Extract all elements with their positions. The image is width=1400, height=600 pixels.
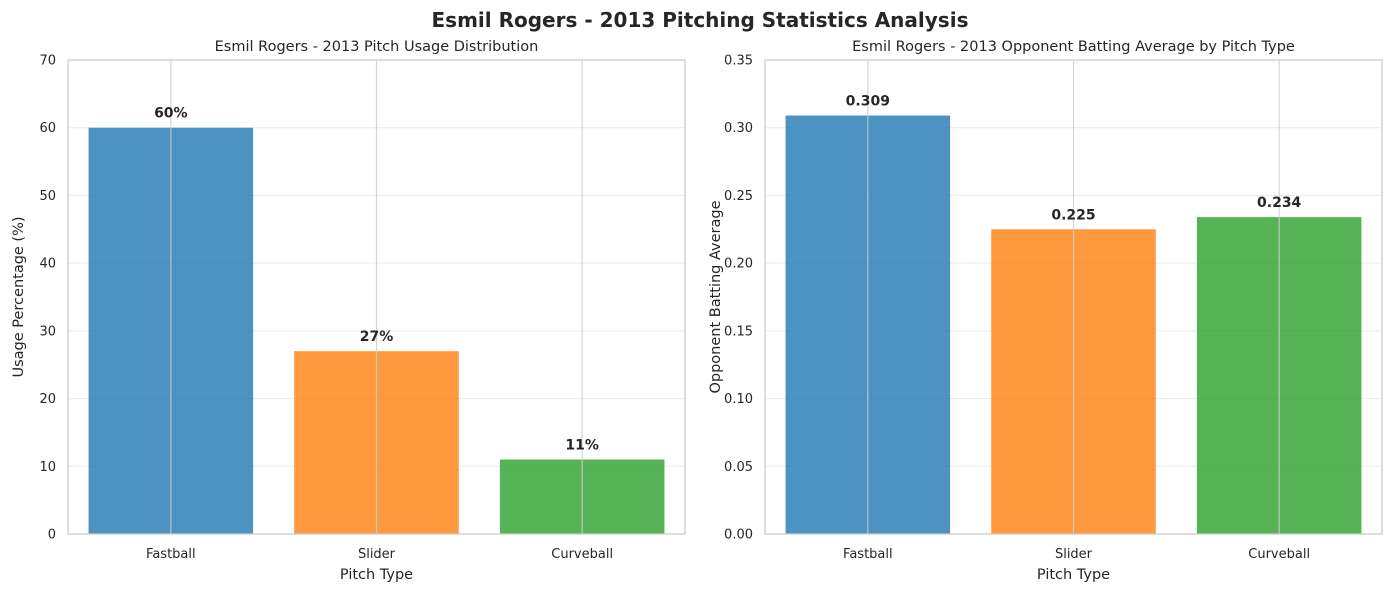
y-tick-label: 0.20 (724, 257, 753, 272)
y-axis-label: Opponent Batting Average (708, 200, 724, 393)
data-label: 60% (154, 106, 188, 122)
data-label: 0.234 (1257, 195, 1302, 211)
x-tick-label: Fastball (843, 547, 893, 562)
y-tick-label: 0.30 (724, 121, 753, 136)
x-axis-label: Pitch Type (1037, 567, 1110, 583)
y-tick-label: 10 (39, 460, 56, 475)
x-tick-label: Curveball (551, 547, 613, 562)
y-tick-label: 0.25 (724, 189, 753, 204)
data-label: 11% (565, 438, 599, 454)
chart-title: Esmil Rogers - 2013 Opponent Batting Ave… (852, 39, 1295, 55)
y-tick-label: 0.10 (724, 392, 753, 407)
y-tick-label: 40 (39, 257, 56, 272)
y-tick-label: 0.05 (724, 460, 753, 475)
figure-title: Esmil Rogers - 2013 Pitching Statistics … (432, 8, 969, 32)
data-label: 0.225 (1051, 207, 1095, 223)
y-tick-label: 50 (39, 189, 56, 204)
y-tick-label: 30 (39, 324, 56, 339)
x-axis-label: Pitch Type (340, 567, 413, 583)
chart-panel-1: 0 10 20 30 40 50 60 70 60% 27% 11% Fastball Slider Cu… (11, 39, 686, 583)
x-tick-label: Slider (1055, 547, 1093, 562)
y-tick-label: 0.00 (724, 528, 753, 543)
plot-frame (764, 59, 1383, 535)
x-tick-label: Fastball (146, 547, 196, 562)
y-tick-label: 20 (39, 392, 56, 407)
y-tick-label: 70 (39, 54, 56, 69)
y-tick-label: 0 (48, 528, 56, 543)
x-tick-label: Curveball (1248, 547, 1310, 562)
data-label: 27% (360, 329, 394, 345)
chart-panel-2: 0.00 0.05 0.10 0.15 0.20 0.25 0.30 0.35 0.309 0.2… (708, 39, 1383, 583)
y-tick-label: 0.35 (724, 54, 753, 69)
chart-title: Esmil Rogers - 2013 Pitch Usage Distribu… (215, 39, 539, 55)
y-tick-label: 0.15 (724, 324, 753, 339)
x-tick-label: Slider (358, 547, 396, 562)
y-axis-label: Usage Percentage (%) (11, 216, 27, 377)
y-tick-label: 60 (39, 121, 56, 136)
data-label: 0.309 (846, 94, 890, 110)
plot-frame (67, 59, 686, 535)
